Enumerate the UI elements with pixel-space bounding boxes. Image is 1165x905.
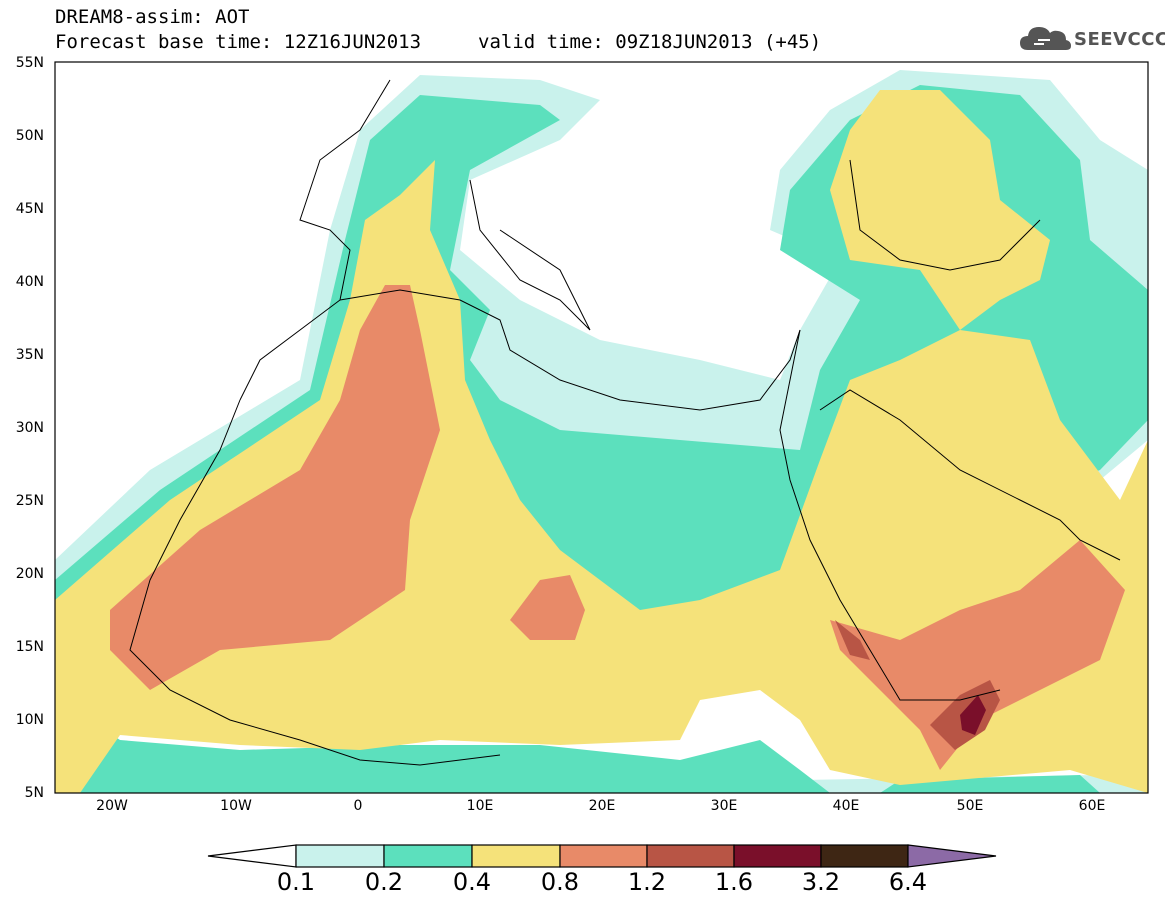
- aot-band-0.8-1.2: [110, 285, 1125, 770]
- x-label-0: 0: [353, 798, 363, 814]
- colorbar-over: [907, 844, 997, 868]
- map-frame: [54, 61, 1149, 794]
- colorbar-under: [207, 844, 297, 868]
- colorbar-c2: [383, 844, 473, 868]
- colorbar-c3: [471, 844, 561, 868]
- x-label-10w: 10W: [220, 798, 252, 814]
- y-label-35n: 35N: [15, 347, 44, 363]
- colorbar-label-0.8: 0.8: [540, 868, 580, 896]
- x-label-10e: 10E: [466, 798, 494, 814]
- x-label-20e: 20E: [588, 798, 616, 814]
- y-label-20n: 20N: [15, 566, 44, 582]
- y-label-10n: 10N: [15, 712, 44, 728]
- colorbar-label-1.2: 1.2: [627, 868, 667, 896]
- valid-time: valid time: 09Z18JUN2013 (+45): [478, 31, 822, 53]
- colorbar-label-0.2: 0.2: [364, 868, 404, 896]
- x-label-60e: 60E: [1078, 798, 1106, 814]
- y-label-50n: 50N: [15, 128, 44, 144]
- colorbar: [207, 844, 997, 868]
- colorbar-c6: [733, 844, 822, 868]
- colorbar-label-3.2: 3.2: [801, 868, 841, 896]
- aot-field: [55, 62, 1148, 793]
- y-label-5n: 5N: [24, 785, 44, 801]
- y-label-25n: 25N: [15, 493, 44, 509]
- y-label-15n: 15N: [15, 639, 44, 655]
- colorbar-c4: [559, 844, 648, 868]
- map-title: DREAM8-assim: AOT: [55, 6, 250, 28]
- coastlines: [129, 79, 1121, 766]
- colorbar-label-6.4: 6.4: [888, 868, 928, 896]
- y-label-45n: 45N: [15, 201, 44, 217]
- colorbar-c7: [820, 844, 909, 868]
- colorbar-label-1.6: 1.6: [714, 868, 754, 896]
- y-label-30n: 30N: [15, 420, 44, 436]
- aot-band-1.6-3.2: [960, 695, 986, 735]
- cloud-icon: [1020, 27, 1071, 50]
- colorbar-c1: [295, 844, 385, 868]
- colorbar-c5: [646, 844, 735, 868]
- y-label-40n: 40N: [15, 274, 44, 290]
- colorbar-label-0.4: 0.4: [452, 868, 492, 896]
- y-label-55n: 55N: [15, 55, 44, 71]
- forecast-base-time: Forecast base time: 12Z16JUN2013: [55, 31, 422, 53]
- x-label-40e: 40E: [832, 798, 860, 814]
- x-label-20w: 20W: [96, 798, 128, 814]
- x-label-50e: 50E: [956, 798, 984, 814]
- colorbar-label-0.1: 0.1: [276, 868, 316, 896]
- logo-text: SEEVCCC: [1074, 29, 1165, 50]
- seevccc-logo: SEEVCCC: [1018, 20, 1165, 56]
- x-label-30e: 30E: [710, 798, 738, 814]
